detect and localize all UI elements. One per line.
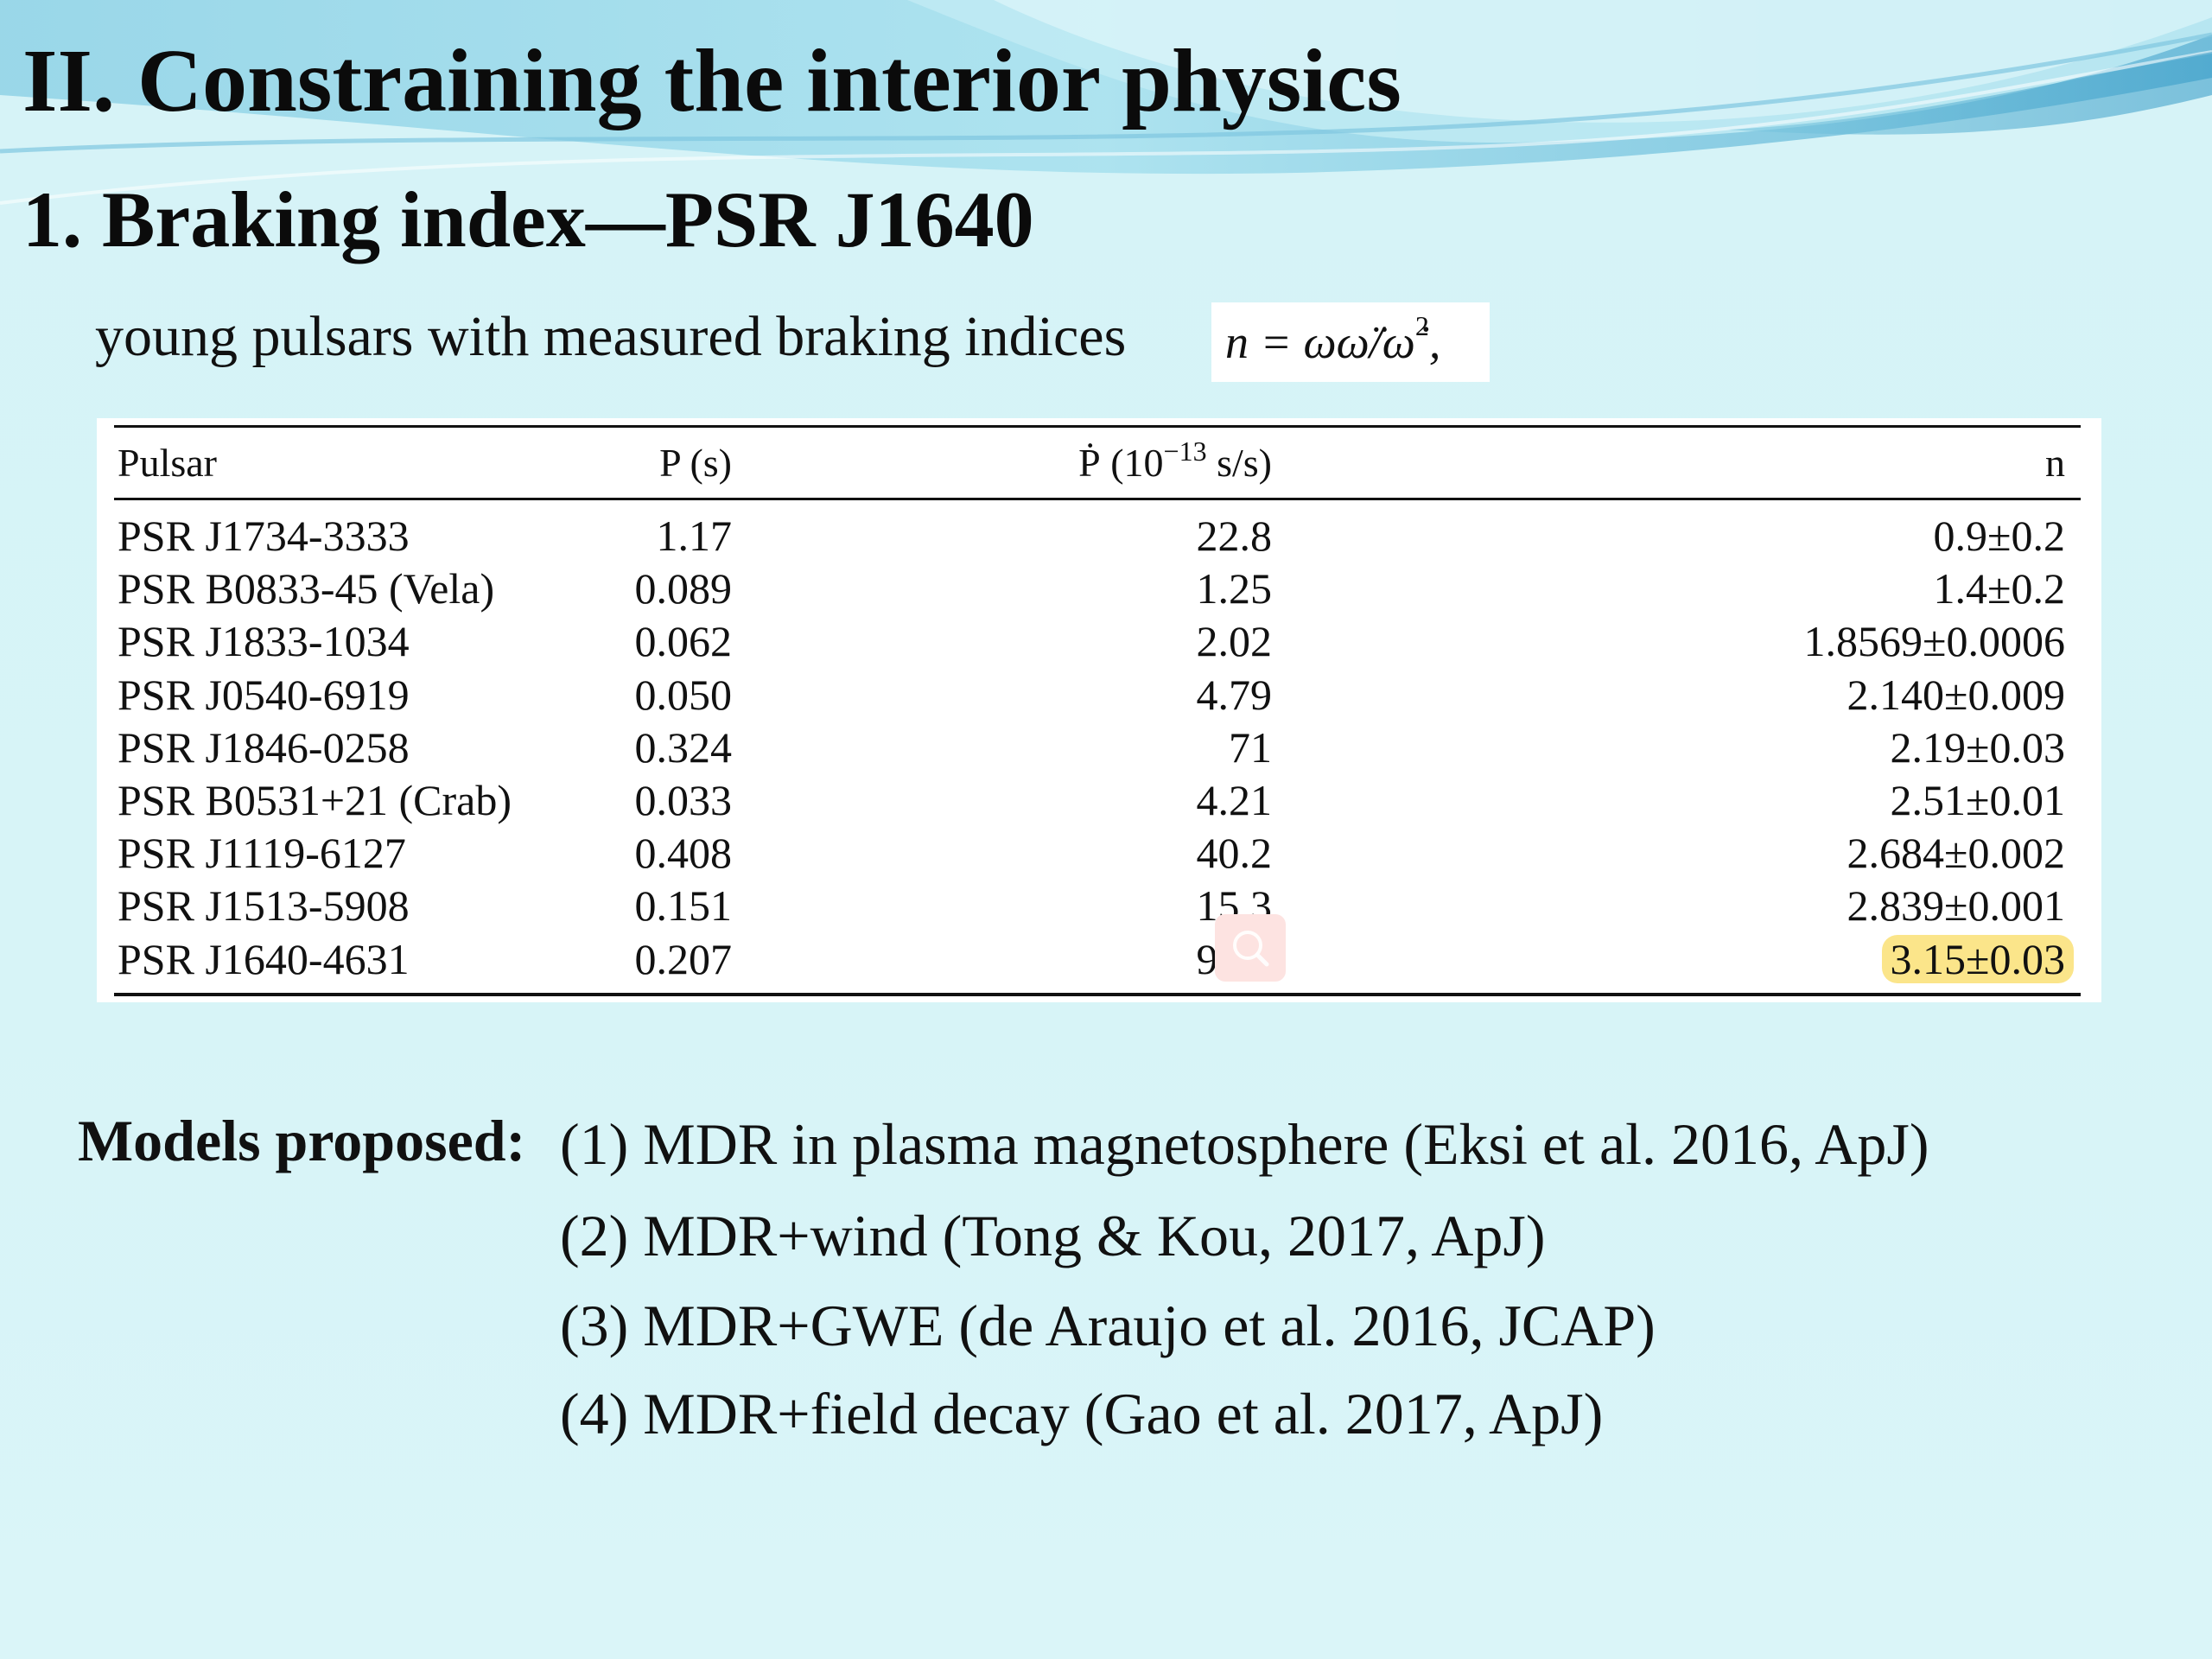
intro-text: young pulsars with measured braking indi… (95, 305, 1127, 368)
cell-pdot: 22.8 (1196, 512, 1273, 560)
cell-pdot: 71 (1229, 723, 1272, 772)
header-wave-decoration (0, 0, 2212, 205)
cell-period: 0.050 (634, 671, 733, 719)
model-item-1: (1) MDR in plasma magnetosphere (Eksi et… (560, 1111, 1929, 1177)
cell-pdot: 2.02 (1196, 617, 1273, 665)
header-period: P (s) (659, 441, 732, 485)
cell-braking-index: 3.15±0.03 (1881, 933, 2074, 985)
formula-text: n = ωω̈/ω̇ (1225, 316, 1415, 368)
cell-period: 0.324 (634, 723, 733, 772)
table-top-rule (114, 425, 2081, 428)
cell-period: 0.033 (634, 776, 733, 824)
cell-period: 0.062 (634, 617, 733, 665)
cell-pulsar: PSR B0833-45 (Vela) (118, 564, 495, 613)
search-overlay-button[interactable] (1215, 914, 1286, 982)
highlighted-value: 3.15±0.03 (1881, 935, 2074, 983)
cell-period: 0.089 (634, 564, 733, 613)
model-item-3: (3) MDR+GWE (de Araujo et al. 2016, JCAP… (560, 1293, 1656, 1358)
cell-period: 0.408 (634, 829, 733, 877)
cell-pulsar: PSR J1119-6127 (118, 829, 406, 877)
cell-pdot: 40.2 (1196, 829, 1273, 877)
header-pdot-suffix: s/s) (1206, 441, 1272, 485)
cell-braking-index: 2.839±0.001 (1847, 881, 2065, 930)
models-label: Models proposed: (78, 1108, 526, 1173)
cell-pulsar: PSR J1734-3333 (118, 512, 410, 560)
cell-pulsar: PSR J1846-0258 (118, 723, 410, 772)
cell-pulsar: PSR J1640-4631 (118, 935, 410, 983)
cell-pdot: 4.79 (1196, 671, 1273, 719)
cell-pdot: 1.25 (1196, 564, 1273, 613)
cell-period: 1.17 (656, 512, 733, 560)
cell-pdot: 4.21 (1196, 776, 1273, 824)
slide-subtitle: 1. Braking index—PSR J1640 (22, 175, 1034, 264)
cell-braking-index: 2.684±0.002 (1847, 829, 2065, 877)
header-pdot: Ṗ (10−13 s/s) (1078, 437, 1272, 489)
model-item-4: (4) MDR+field decay (Gao et al. 2017, Ap… (560, 1381, 1604, 1446)
header-pdot-prefix: Ṗ (10 (1078, 441, 1164, 485)
table-header-rule (114, 498, 2081, 500)
model-item-2: (2) MDR+wind (Tong & Kou, 2017, ApJ) (560, 1203, 1546, 1268)
slide-title: II. Constraining the interior physics (22, 31, 1402, 130)
cell-period: 0.151 (634, 881, 733, 930)
cell-braking-index: 2.19±0.03 (1890, 723, 2065, 772)
cell-braking-index: 1.8569±0.0006 (1803, 617, 2065, 665)
formula-suffix: , (1428, 316, 1441, 368)
header-pdot-exponent: −13 (1163, 435, 1207, 467)
braking-index-formula: n = ωω̈/ω̇2, (1211, 302, 1490, 382)
table-bottom-rule (114, 993, 2081, 996)
cell-pulsar: PSR J0540-6919 (118, 671, 410, 719)
search-icon (1233, 931, 1269, 967)
formula-exponent: 2 (1414, 310, 1429, 341)
cell-braking-index: 1.4±0.2 (1933, 564, 2065, 613)
cell-braking-index: 2.51±0.01 (1890, 776, 2065, 824)
header-n: n (2045, 441, 2065, 485)
cell-pulsar: PSR B0531+21 (Crab) (118, 776, 512, 824)
cell-pulsar: PSR J1833-1034 (118, 617, 410, 665)
pulsar-table: Pulsar P (s) Ṗ (10−13 s/s) n PSR J1734-… (97, 418, 2101, 1002)
cell-pulsar: PSR J1513-5908 (118, 881, 410, 930)
cell-braking-index: 0.9±0.2 (1933, 512, 2065, 560)
cell-braking-index: 2.140±0.009 (1847, 671, 2065, 719)
cell-period: 0.207 (634, 935, 733, 983)
header-pulsar: Pulsar (118, 441, 217, 485)
